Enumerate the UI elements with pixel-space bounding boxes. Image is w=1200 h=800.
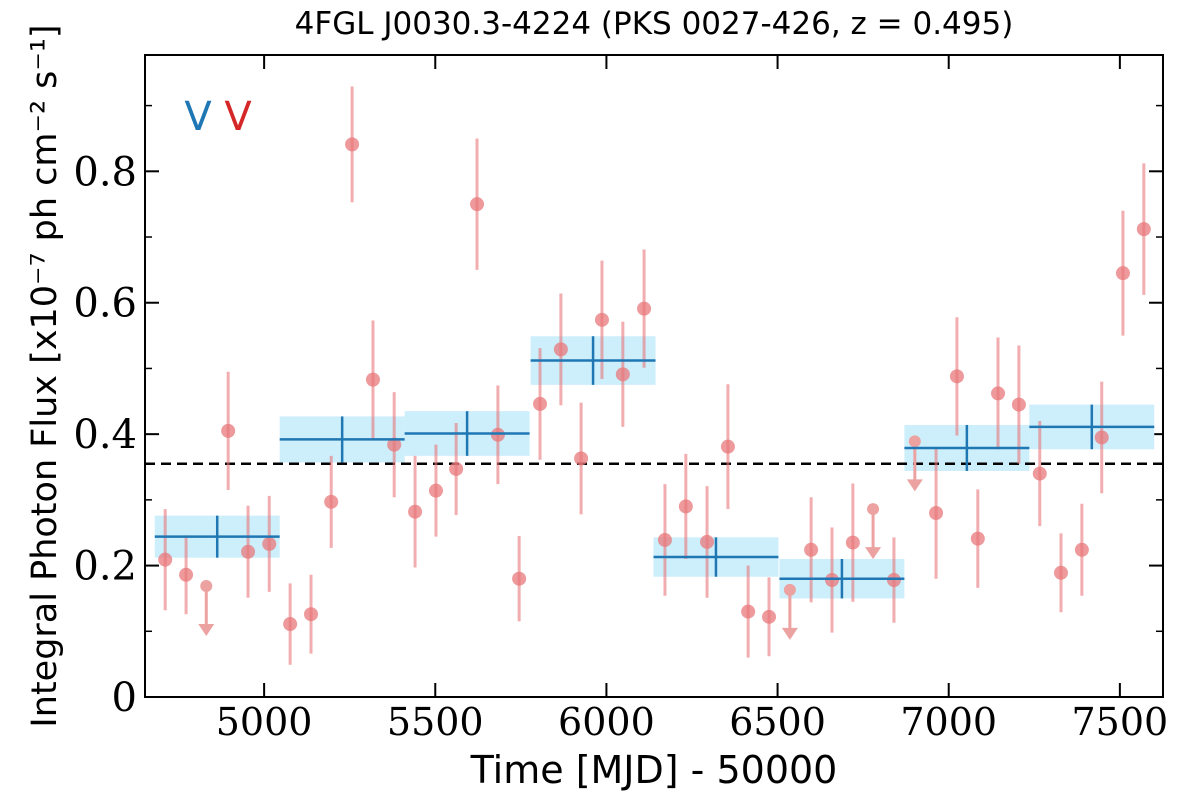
y-tick-label: 0.4 [73,412,137,458]
data-point [824,573,839,588]
data-point [700,534,715,549]
data-point [1011,397,1026,412]
data-point [262,536,277,551]
data-point [949,369,964,384]
plot-frame [144,54,1164,698]
x-tick-label: 7000 [900,700,997,744]
data-point [1053,565,1068,580]
data-point [428,483,443,498]
data-point [241,544,256,559]
x-tick-label: 6000 [558,700,655,744]
data-point [1115,266,1130,281]
data-point [345,137,360,152]
annotation: V [224,94,252,140]
x-axis-label: Time [MJD] - 50000 [470,748,838,792]
data-point [470,197,485,212]
y-tick-label: 0.8 [73,149,137,195]
upper-limit-arrow [865,547,882,560]
upper-limit-point [200,579,213,592]
data-point [304,607,319,622]
data-point [533,396,548,411]
data-point [762,609,777,624]
data-point [615,367,630,382]
data-point [490,427,505,442]
x-tick-label: 5000 [216,700,313,744]
upper-limit-point [908,435,921,448]
annotation: V [184,94,212,140]
chart-title: 4FGL J0030.3-4224 (PKS 0027-426, z = 0.4… [295,6,1014,42]
data-point [574,451,589,466]
data-point [1136,222,1151,237]
data-point [1074,542,1089,557]
y-tick-label: 0.6 [73,281,137,327]
data-point [283,617,298,632]
data-point [221,423,236,438]
data-point [637,301,652,316]
data-point [845,535,860,550]
x-tick-label: 6500 [729,700,826,744]
data-point [365,372,380,387]
data-point [991,386,1006,401]
data-point [657,532,672,547]
upper-limit-arrow [198,623,215,636]
data-point [804,542,819,557]
data-point [594,312,609,327]
y-axis-label: Integral Photon Flux [x10⁻⁷ ph cm⁻² s⁻¹] [25,24,65,727]
x-tick-label: 5500 [387,700,484,744]
data-point [408,504,423,519]
upper-limit-point [783,583,796,596]
upper-limit-arrow [906,479,923,492]
data-point [1094,430,1109,445]
data-point [886,573,901,588]
data-point [324,494,339,509]
data-point [449,461,464,476]
data-point [741,604,756,619]
data-point [179,567,194,582]
upper-limit-point [867,503,880,516]
data-point [553,342,568,357]
data-point [512,571,527,586]
data-point [720,439,735,454]
data-point [678,499,693,514]
upper-limit-arrow [781,627,798,640]
y-tick-label: 0.2 [73,544,137,590]
y-tick-label: 0 [112,675,137,721]
x-tick-label: 7500 [1072,700,1169,744]
data-point [387,437,402,452]
data-point [970,531,985,546]
data-point [929,506,944,521]
data-point [1032,466,1047,481]
data-point [158,552,173,567]
